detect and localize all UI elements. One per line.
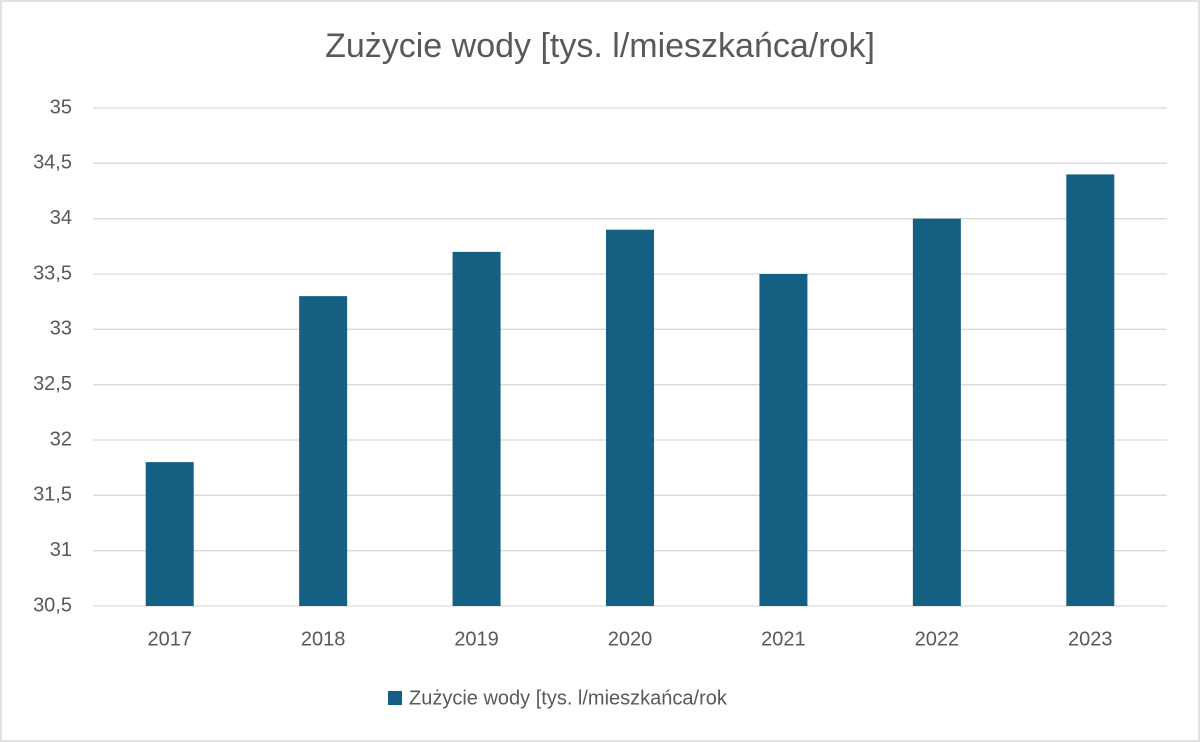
y-tick-label: 32,5: [33, 373, 72, 395]
y-tick-label: 35: [50, 96, 72, 118]
y-tick-label: 34,5: [33, 152, 72, 174]
bar: [912, 218, 961, 606]
y-tick-label: 31,5: [33, 484, 72, 506]
x-tick-label: 2022: [915, 628, 960, 650]
legend-swatch: [388, 691, 402, 705]
x-tick-label: 2019: [454, 628, 499, 650]
legend-label: Zużycie wody [tys. l/mieszkańca/rok: [409, 687, 728, 709]
y-tick-label: 32: [50, 428, 72, 450]
bar: [145, 462, 194, 606]
y-tick-label: 31: [50, 539, 72, 561]
y-tick-label: 33,5: [33, 262, 72, 284]
bar: [299, 296, 348, 606]
x-tick-label: 2021: [761, 628, 806, 650]
bar: [606, 229, 654, 606]
x-tick-label: 2020: [608, 628, 653, 650]
bar: [452, 251, 501, 606]
bar: [759, 274, 808, 606]
y-tick-label: 33: [50, 318, 72, 340]
x-tick-label: 2018: [301, 628, 346, 650]
chart-title: Zużycie wody [tys. l/mieszkańca/rok]: [325, 27, 875, 65]
bar: [1066, 174, 1115, 606]
y-tick-label: 34: [50, 207, 72, 229]
x-tick-label: 2023: [1068, 628, 1113, 650]
x-tick-label: 2017: [147, 628, 192, 650]
y-tick-label: 30,5: [33, 594, 72, 616]
